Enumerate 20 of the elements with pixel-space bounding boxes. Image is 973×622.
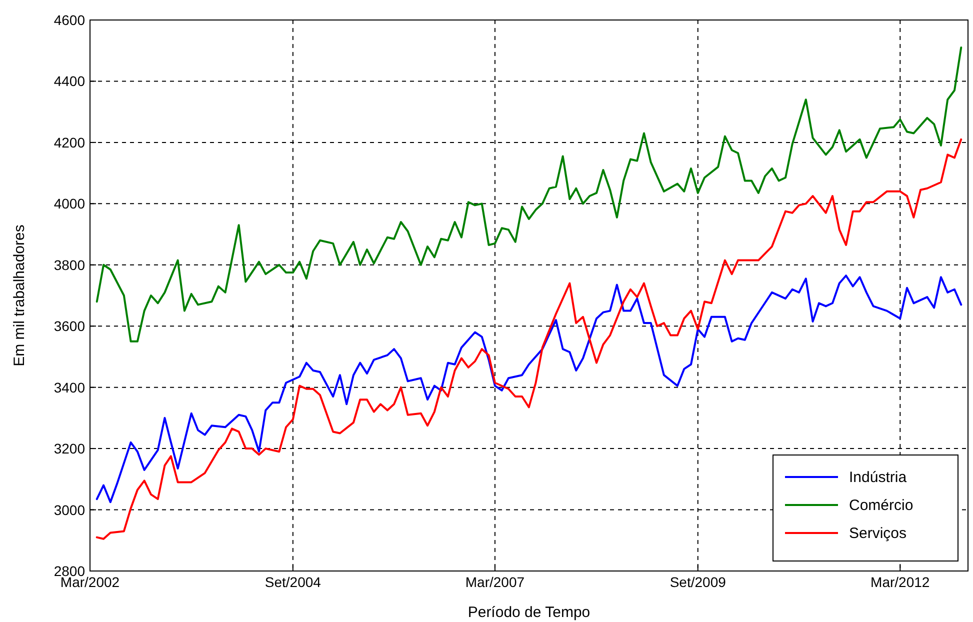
y-tick-label: 4400 <box>54 73 86 90</box>
y-tick-label: 4600 <box>54 12 86 28</box>
x-axis-title: Período de Tempo <box>468 604 590 621</box>
x-tick-label: Mar/2012 <box>870 574 930 590</box>
line-series <box>96 46 962 342</box>
y-tick-label: 3400 <box>54 379 86 396</box>
x-tick-label: Set/2009 <box>670 574 726 590</box>
y-tick-label: 3000 <box>54 502 86 518</box>
y-axis-title: Em mil trabalhadores <box>11 224 28 366</box>
legend-label: Comércio <box>849 497 914 514</box>
line-series <box>96 138 962 540</box>
y-tick-label: 3200 <box>54 440 86 457</box>
y-tick-label: 3600 <box>54 318 86 334</box>
legend-label: Serviços <box>849 525 907 542</box>
x-tick-label: Mar/2007 <box>465 574 525 590</box>
y-tick-label: 3800 <box>54 256 86 273</box>
y-tick-label: 4200 <box>54 134 86 150</box>
y-tick-label: 4000 <box>54 196 86 212</box>
x-tick-label: Set/2004 <box>264 574 322 590</box>
legend-label: Indústria <box>849 469 908 486</box>
